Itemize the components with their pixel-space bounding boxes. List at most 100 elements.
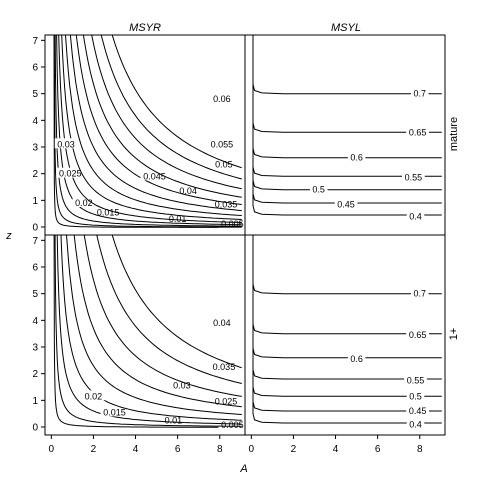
contour-label-0.005: 0.005 <box>221 219 244 229</box>
x-tick-label: 2 <box>291 444 297 455</box>
y-tick-label: 4 <box>32 116 38 127</box>
contour-label-0.035: 0.035 <box>215 199 238 209</box>
contour-line-0.65 <box>252 35 442 133</box>
contour-label-bg <box>209 361 238 371</box>
contour-label-0.05: 0.05 <box>215 159 233 169</box>
x-tick-label: 2 <box>91 444 97 455</box>
x-tick-label: 4 <box>333 444 339 455</box>
contour-label-0.45: 0.45 <box>337 199 355 209</box>
contour-line-0.01 <box>54 235 242 427</box>
contour-label-0.025: 0.025 <box>59 169 82 179</box>
contour-label-0.015: 0.015 <box>97 207 120 217</box>
contour-line-0.03 <box>61 34 242 220</box>
contour-label-0.65: 0.65 <box>409 127 427 137</box>
contour-line-0.4 <box>252 35 442 216</box>
column-title-msyr: MSYR <box>129 22 161 34</box>
x-tick-label: 8 <box>217 444 223 455</box>
contour-label-bg <box>406 405 429 415</box>
y-axis-label: z <box>5 230 12 242</box>
contour-label-0.06: 0.06 <box>213 94 231 104</box>
contour-label-0.03: 0.03 <box>57 139 75 149</box>
contour-line-0.055 <box>91 34 242 190</box>
contour-line-0.035 <box>65 34 242 216</box>
contour-line-0.5 <box>252 35 442 191</box>
x-tick-label: 0 <box>249 444 255 455</box>
contour-label-0.015: 0.015 <box>103 407 126 417</box>
axes: 0 1 2 3 4 5 6 7 0 1 2 3 4 5 6 7 0 2 4 6 8 0 2 4 6 8 <box>32 36 423 455</box>
x-tick-label: 6 <box>175 444 181 455</box>
contour-label-bg <box>162 414 185 425</box>
contour-label-bg <box>56 167 85 178</box>
y-tick-label: 3 <box>32 143 38 154</box>
contour-line-0.03 <box>73 234 242 408</box>
contour-label-bg <box>347 353 366 363</box>
y-tick-label: 2 <box>32 169 38 180</box>
contour-label-0.005: 0.005 <box>221 420 244 430</box>
contour-line-0.06 <box>100 34 242 180</box>
contour-label-bg <box>347 151 366 162</box>
contour-line-0.005 <box>53 234 242 428</box>
panel-msyr-mature: 0.005 0.01 0.015 0.02 0.025 0.03 0.035 0.04 0.04… <box>44 34 247 236</box>
contour-label-bg <box>54 138 78 149</box>
contour-line-0.7 <box>252 235 442 295</box>
contour-label-0.03: 0.03 <box>173 381 191 391</box>
contour-label-bg <box>410 87 429 98</box>
panel-msyl-mature: 0.4 0.45 0.5 0.55 0.6 0.65 0.7 <box>244 34 446 236</box>
contour-line-0.015 <box>56 234 242 425</box>
contour-label-bg <box>210 93 234 103</box>
contour-label-bg <box>334 198 358 209</box>
contour-line-0.035 <box>83 234 242 397</box>
x-tick-label: 4 <box>133 444 139 455</box>
contour-label-bg <box>210 317 234 327</box>
y-tick-label: 7 <box>32 36 38 47</box>
y-tick-label: 7 <box>32 236 38 247</box>
contour-line-0.015 <box>54 34 242 227</box>
contour-label-bg <box>94 206 123 217</box>
contour-label-0.025: 0.025 <box>215 397 238 407</box>
y-tick-label: 0 <box>32 423 38 434</box>
row-title-mature: mature <box>448 117 460 151</box>
contour-label-bg <box>170 379 194 390</box>
contour-label-0.04: 0.04 <box>213 318 231 328</box>
column-title-msyl: MSYL <box>331 22 361 34</box>
row-title-1plus: 1+ <box>448 328 460 341</box>
contour-line-0.05 <box>82 34 242 198</box>
contour-label-bg <box>406 329 429 339</box>
contour-line-0.005 <box>53 34 242 228</box>
contour-label-0.04: 0.04 <box>179 186 197 196</box>
contour-line-0.01 <box>53 34 242 228</box>
contour-label-bg <box>309 183 328 194</box>
contour-line-0.045 <box>111 234 242 369</box>
contour-label-0.4: 0.4 <box>409 211 422 221</box>
y-tick-label: 3 <box>32 343 38 354</box>
contour-line-0.7 <box>252 35 442 95</box>
contour-line-0.02 <box>56 34 242 226</box>
contour-label-0.7: 0.7 <box>413 289 426 299</box>
x-tick-label: 6 <box>375 444 381 455</box>
y-tick-label: 2 <box>32 369 38 380</box>
contour-line-0.6 <box>252 35 442 159</box>
contour-label-0.65: 0.65 <box>409 330 427 340</box>
contour-label-bg <box>406 126 429 137</box>
y-tick-label: 5 <box>32 89 38 100</box>
contour-label-bg <box>212 158 236 169</box>
contour-label-0.01: 0.01 <box>169 214 187 224</box>
contour-label-bg <box>72 197 96 207</box>
contour-label-bg <box>218 217 247 228</box>
y-tick-label: 1 <box>32 396 38 407</box>
y-tick-label: 6 <box>32 263 38 274</box>
contour-label-0.055: 0.055 <box>211 139 234 149</box>
contour-label-bg <box>82 390 105 401</box>
y-tick-label: 4 <box>32 316 38 327</box>
contour-line-0.04 <box>69 34 242 212</box>
contour-label-bg <box>176 185 200 195</box>
y-tick-label: 0 <box>32 223 38 234</box>
contour-label-0.55: 0.55 <box>405 173 423 183</box>
contour-label-0.5: 0.5 <box>409 391 422 401</box>
contour-label-0.6: 0.6 <box>350 153 363 163</box>
contour-label-bg <box>212 198 241 209</box>
contour-label-0.4: 0.4 <box>409 419 422 429</box>
contour-label-bg <box>212 395 241 406</box>
contour-label-bg <box>140 170 169 181</box>
